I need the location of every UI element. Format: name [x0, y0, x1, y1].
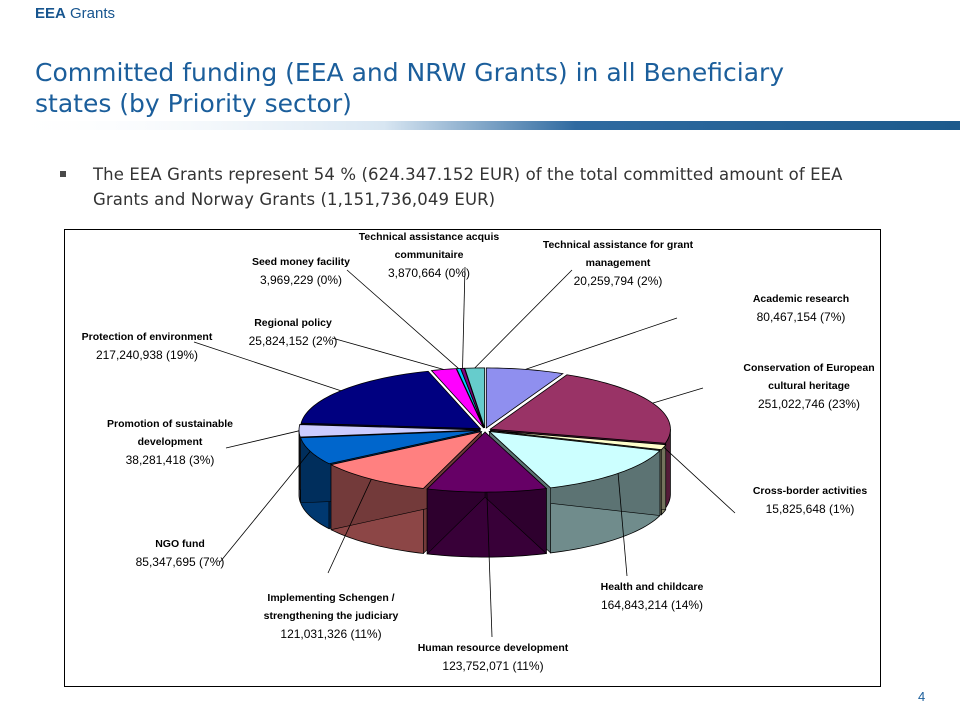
page-number: 4	[918, 689, 926, 704]
pie-slice	[488, 430, 661, 489]
slice-label-value: 3,870,664 (0%)	[388, 266, 470, 280]
leader-line	[617, 473, 628, 577]
slice-label-name: NGO fund	[155, 538, 205, 550]
bullet-text: The EEA Grants represent 54 % (624.347.1…	[93, 165, 843, 209]
slice-label-name: Technical assistance acquis	[359, 231, 500, 243]
slice-label: NGO fund 85,347,695 (7%)	[136, 538, 225, 569]
slice-label-name: Regional policy	[254, 317, 332, 329]
slice-label-value: 20,259,794 (2%)	[574, 274, 663, 288]
slice-label-value: 80,467,154 (7%)	[757, 310, 846, 324]
slice-label: Implementing Schengen / strengthening the…	[264, 592, 399, 641]
leader-line	[486, 492, 493, 638]
slice-label-name: Health and childcare	[601, 581, 704, 593]
brand-bold: EEA	[35, 5, 66, 22]
slice-label-value: 164,843,214 (14%)	[601, 598, 703, 612]
leader-line	[652, 387, 704, 404]
slice-label: Human resource development 123,752,071 (1…	[418, 642, 569, 673]
pie-chart: Academic research 80,467,154 (7%) Conserva…	[64, 229, 881, 687]
header-band	[0, 118, 960, 130]
slice-label-name: Protection of environment	[82, 331, 213, 343]
slice-label-name: Promotion of sustainable	[107, 418, 233, 430]
slice-label-name: Human resource development	[418, 642, 569, 654]
leader-line	[331, 337, 444, 370]
slice-label-value: 121,031,326 (11%)	[280, 627, 381, 641]
slice-label-name: Conservation of European	[743, 362, 874, 374]
slice-label-name: Cross-border activities	[753, 485, 868, 497]
pie-slice	[490, 430, 667, 451]
slice-label-value: 3,969,229 (0%)	[260, 273, 342, 287]
slice-label-value: 217,240,938 (19%)	[96, 348, 198, 362]
leader-line	[525, 317, 678, 370]
slice-label-name: Implementing Schengen /	[267, 592, 394, 604]
leader-line	[663, 446, 736, 514]
slice-label-value: 251,022,746 (23%)	[758, 397, 860, 411]
pie-slice	[485, 367, 564, 429]
slice-label: Technical assistance acquis communitaire 3…	[359, 231, 500, 280]
slice-label-name: communitaire	[395, 249, 464, 261]
leader-line	[193, 341, 341, 392]
header-band-graphic	[0, 121, 960, 130]
slice-label: Conservation of European cultural heritag…	[743, 362, 874, 411]
slice-label-name: strengthening the judiciary	[264, 610, 399, 622]
leader-line	[219, 451, 311, 563]
pie-slice	[430, 368, 485, 429]
brand-label: EEA Grants	[35, 5, 115, 22]
leader-line	[474, 269, 573, 369]
slice-label-value: 25,824,152 (2%)	[249, 334, 338, 348]
slice-label-value: 38,281,418 (3%)	[126, 453, 215, 467]
pie-labels: Academic research 80,467,154 (7%) Conserva…	[82, 231, 875, 673]
slice-label: Academic research 80,467,154 (7%)	[753, 293, 849, 324]
slice-label: Cross-border activities 15,825,648 (1%)	[753, 485, 868, 516]
slice-label: Regional policy 25,824,152 (2%)	[249, 317, 338, 348]
bullet-marker	[60, 171, 66, 177]
slice-label: Protection of environment 217,240,938 (19…	[82, 331, 213, 362]
pie-slice	[300, 370, 482, 430]
slice-label-name: management	[586, 257, 651, 269]
slice-label: Seed money facility 3,969,229 (0%)	[252, 256, 350, 287]
slice-label: Promotion of sustainable development 38,28…	[107, 418, 233, 467]
page-title: Committed funding (EEA and NRW Grants) i…	[35, 58, 785, 118]
slice-label-name: Technical assistance for grant	[543, 239, 694, 251]
slice-label-name: cultural heritage	[768, 380, 850, 392]
leader-line	[225, 430, 300, 449]
pie-slice	[426, 431, 548, 493]
slice-label-name: Academic research	[753, 293, 849, 305]
leader-line	[462, 266, 466, 369]
pie-chart-svg: Academic research 80,467,154 (7%) Conserva…	[82, 231, 875, 673]
slice-label-value: 15,825,648 (1%)	[766, 502, 855, 516]
pie-slice	[464, 367, 486, 429]
pie-tops	[298, 367, 671, 493]
slice-label-value: 85,347,695 (7%)	[136, 555, 225, 569]
leader-line	[327, 478, 372, 574]
pie-slice	[298, 424, 480, 438]
slice-label-name: development	[138, 436, 203, 448]
leader-line	[346, 269, 459, 369]
slice-label-value: 123,752,071 (11%)	[442, 659, 543, 673]
brand-rest: Grants	[70, 5, 116, 22]
slice-label: Technical assistance for grant management…	[543, 239, 694, 288]
slice-label: Health and childcare 164,843,214 (14%)	[601, 581, 704, 612]
slice-label-name: Seed money facility	[252, 256, 350, 268]
